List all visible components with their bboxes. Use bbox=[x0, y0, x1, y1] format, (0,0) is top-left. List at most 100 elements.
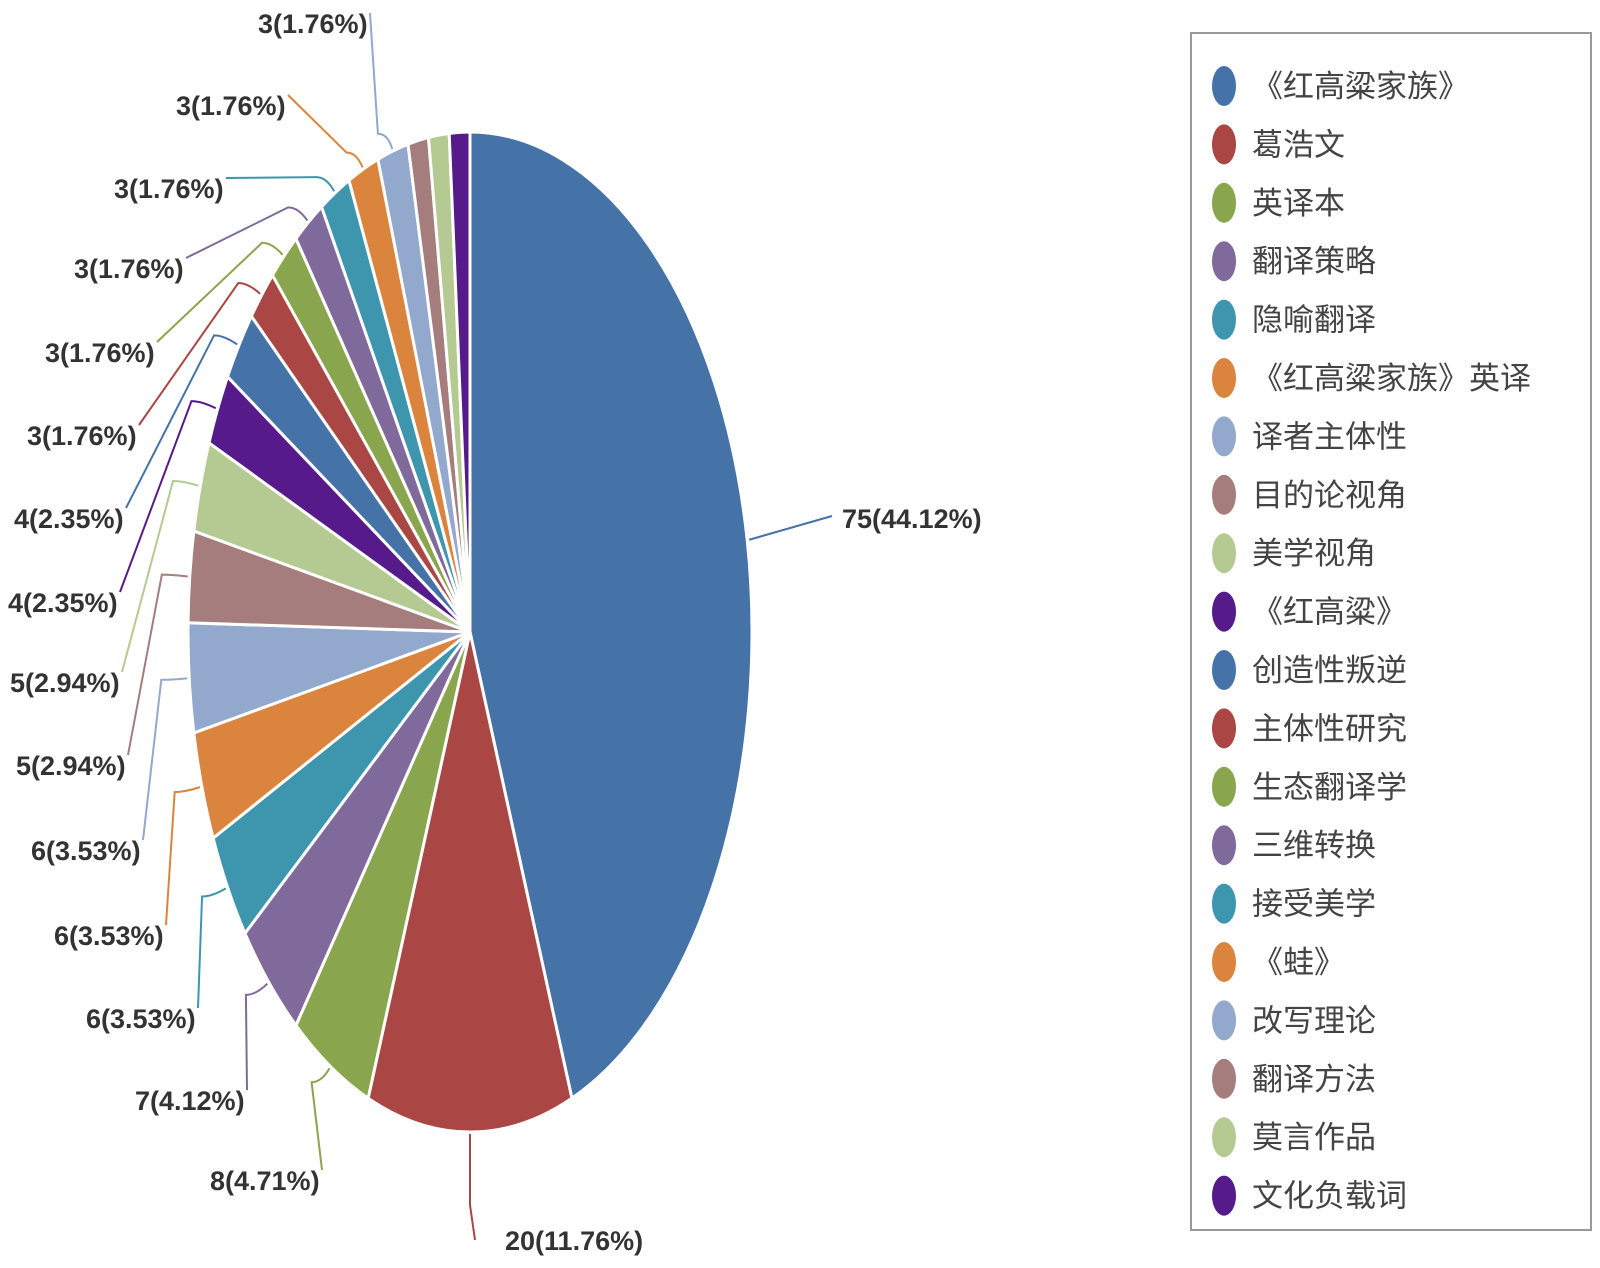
leader-line bbox=[121, 480, 199, 673]
legend-item[interactable]: 改写理论 bbox=[1212, 1000, 1376, 1041]
legend-marker bbox=[1212, 1000, 1236, 1041]
legend-item[interactable]: 美学视角 bbox=[1212, 533, 1376, 574]
pie-slice bbox=[447, 130, 472, 633]
legend-item[interactable]: 译者主体性 bbox=[1212, 416, 1407, 457]
slice-labels: 75(44.12%) 20(11.76%) 8(4.71%) 7(4.12%) 6(3.… bbox=[8, 9, 982, 1256]
slice-label: 20(11.76%) bbox=[505, 1226, 643, 1256]
legend-marker bbox=[1212, 766, 1236, 807]
legend-label: 三维转换 bbox=[1252, 828, 1376, 864]
slice-label: 6(3.53%) bbox=[31, 836, 141, 866]
leader-lines bbox=[119, 12, 833, 1241]
pie-slice bbox=[366, 631, 574, 1134]
slice-label: 5(2.94%) bbox=[16, 751, 126, 781]
legend-label: 改写理论 bbox=[1252, 1003, 1376, 1039]
leader-line bbox=[287, 94, 364, 168]
legend-item[interactable]: 《红高粱》 bbox=[1212, 591, 1407, 632]
legend-marker bbox=[1212, 358, 1236, 398]
legend-marker bbox=[1212, 1175, 1236, 1216]
leader-line bbox=[156, 241, 284, 343]
slice-label: 6(3.53%) bbox=[86, 1004, 196, 1034]
legend-marker bbox=[1212, 241, 1236, 282]
legend-label: 《红高粱》 bbox=[1252, 595, 1407, 631]
pie-slices bbox=[186, 130, 754, 1134]
legend-marker bbox=[1212, 1058, 1236, 1099]
slice-label: 6(3.53%) bbox=[54, 921, 164, 951]
legend-marker bbox=[1212, 942, 1236, 982]
legend-label: 《蛙》 bbox=[1252, 945, 1345, 981]
slice-label: 8(4.71%) bbox=[210, 1166, 320, 1196]
legend-item[interactable]: 接受美学 bbox=[1212, 883, 1376, 924]
legend-item[interactable]: 《蛙》 bbox=[1212, 942, 1345, 982]
legend-item[interactable]: 创造性叛逆 bbox=[1212, 650, 1407, 690]
legend-box bbox=[1190, 32, 1592, 1231]
legend-label: 葛浩文 bbox=[1252, 127, 1345, 163]
leader-line bbox=[310, 1067, 331, 1171]
legend-marker bbox=[1212, 533, 1236, 574]
legend-item[interactable]: 生态翻译学 bbox=[1212, 766, 1407, 807]
legend-marker bbox=[1212, 650, 1236, 690]
legend-marker bbox=[1212, 474, 1236, 515]
leader-line bbox=[127, 573, 188, 756]
legend: 《红高粱家族》葛浩文英译本翻译策略隐喻翻译《红高粱家族》英译译者主体性目的论视角… bbox=[1190, 32, 1592, 1231]
slice-label: 4(2.35%) bbox=[14, 504, 124, 534]
leader-line bbox=[469, 1134, 476, 1241]
legend-marker bbox=[1212, 825, 1236, 866]
legend-label: 主体性研究 bbox=[1252, 711, 1407, 747]
slice-label: 3(1.76%) bbox=[258, 9, 368, 39]
slice-label: 3(1.76%) bbox=[176, 91, 286, 121]
legend-item[interactable]: 莫言作品 bbox=[1212, 1117, 1376, 1158]
leader-line bbox=[244, 982, 269, 1091]
leader-line bbox=[142, 677, 188, 841]
legend-item[interactable]: 《红高粱家族》英译 bbox=[1212, 358, 1531, 398]
legend-item[interactable]: 主体性研究 bbox=[1212, 708, 1407, 749]
legend-label: 译者主体性 bbox=[1252, 419, 1407, 455]
legend-label: 生态翻译学 bbox=[1252, 770, 1407, 806]
legend-item[interactable]: 目的论视角 bbox=[1212, 474, 1407, 515]
legend-label: 翻译策略 bbox=[1252, 244, 1376, 280]
legend-item[interactable]: 翻译方法 bbox=[1212, 1058, 1376, 1099]
legend-label: 接受美学 bbox=[1252, 887, 1376, 923]
leader-line bbox=[185, 206, 309, 259]
legend-label: 目的论视角 bbox=[1252, 478, 1407, 514]
legend-label: 隐喻翻译 bbox=[1252, 303, 1376, 339]
legend-item[interactable]: 三维转换 bbox=[1212, 825, 1376, 866]
legend-label: 美学视角 bbox=[1252, 536, 1376, 572]
legend-label: 创造性叛逆 bbox=[1252, 653, 1407, 689]
legend-marker bbox=[1212, 1117, 1236, 1158]
leader-line bbox=[225, 176, 335, 192]
legend-marker bbox=[1212, 124, 1236, 165]
pie-slice bbox=[468, 130, 754, 1101]
legend-label: 英译本 bbox=[1252, 186, 1345, 222]
legend-item[interactable]: 翻译策略 bbox=[1212, 241, 1376, 282]
legend-marker bbox=[1212, 883, 1236, 924]
legend-marker bbox=[1212, 591, 1236, 632]
slice-label: 75(44.12%) bbox=[842, 504, 982, 534]
legend-item[interactable]: 《红高粱家族》 bbox=[1212, 66, 1469, 106]
legend-marker bbox=[1212, 708, 1236, 749]
slice-label: 5(2.94%) bbox=[10, 668, 120, 698]
legend-label: 莫言作品 bbox=[1252, 1120, 1376, 1156]
legend-marker bbox=[1212, 182, 1236, 223]
slice-label: 3(1.76%) bbox=[74, 254, 184, 284]
legend-label: 翻译方法 bbox=[1252, 1062, 1376, 1098]
legend-marker bbox=[1212, 416, 1236, 457]
legend-item[interactable]: 英译本 bbox=[1212, 182, 1345, 223]
leader-line bbox=[748, 515, 833, 541]
leader-line bbox=[125, 334, 238, 509]
slice-label: 3(1.76%) bbox=[45, 338, 155, 368]
leader-line bbox=[119, 400, 217, 593]
leader-line bbox=[165, 786, 201, 926]
leader-line bbox=[369, 12, 394, 150]
legend-item[interactable]: 文化负载词 bbox=[1212, 1175, 1407, 1216]
legend-marker bbox=[1212, 66, 1236, 106]
slice-label: 4(2.35%) bbox=[8, 588, 118, 618]
slice-label: 3(1.76%) bbox=[114, 174, 224, 204]
leader-line bbox=[197, 887, 227, 1009]
leader-line bbox=[138, 282, 261, 426]
legend-item[interactable]: 葛浩文 bbox=[1212, 124, 1345, 165]
slice-label: 3(1.76%) bbox=[27, 421, 137, 451]
legend-label: 《红高粱家族》英译 bbox=[1252, 361, 1531, 397]
slice-label: 7(4.12%) bbox=[135, 1086, 245, 1116]
legend-item[interactable]: 隐喻翻译 bbox=[1212, 299, 1376, 340]
